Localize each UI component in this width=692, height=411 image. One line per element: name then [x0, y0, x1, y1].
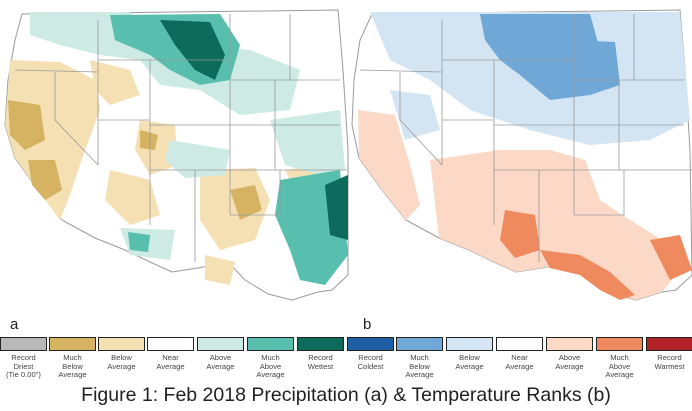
legend-label: Record — [358, 353, 383, 362]
legend-item: Record Wettest — [297, 337, 344, 371]
legend-swatch — [0, 337, 47, 351]
legend-label: Average — [455, 361, 484, 371]
legend-swatch — [496, 337, 543, 351]
legend-label: Average — [505, 361, 534, 371]
legend-item: Near Average — [147, 337, 194, 371]
legend-label: Average — [206, 361, 235, 371]
much-below-average-regions — [480, 14, 620, 100]
legend-label: Record — [308, 353, 333, 362]
legend-label: Near — [511, 353, 528, 362]
much-above-average-regions — [500, 210, 692, 300]
legend-label: Below — [62, 361, 83, 371]
legend-label: Below — [111, 353, 132, 362]
legend-item: Near Average — [496, 337, 543, 371]
legend-swatch — [396, 337, 443, 351]
legend-swatch — [596, 337, 643, 351]
legend-item: Above Average — [197, 337, 244, 371]
legend-label: Coldest — [357, 361, 384, 371]
legend-label: Average — [405, 370, 434, 380]
panel-b-label: b — [363, 316, 372, 333]
precipitation-map-svg — [4, 9, 349, 301]
legend-label: Driest — [13, 361, 34, 371]
legend-label: Warmest — [654, 361, 685, 371]
figure-caption: Figure 1: Feb 2018 Precipitation (a) & T… — [81, 384, 611, 406]
legend-swatch — [347, 337, 394, 351]
legend-label: Average — [156, 361, 185, 371]
legend-item: Much Below Average — [49, 337, 96, 380]
legend-item: Below Average — [98, 337, 145, 371]
legend-label: Above — [558, 353, 581, 362]
temperature-map — [350, 0, 692, 335]
legend-swatch — [147, 337, 194, 351]
legend-item: Record Coldest — [347, 337, 394, 371]
legend-item: Much Below Average — [396, 337, 443, 380]
legend-swatch — [546, 337, 593, 351]
legend-swatch — [98, 337, 145, 351]
legend-label: Record — [11, 353, 36, 362]
legend-item: Record Driest (Tie 0.00") — [0, 337, 47, 380]
temperature-map-svg — [351, 9, 692, 301]
above-average-regions — [358, 110, 680, 300]
legend-item: Below Average — [446, 337, 493, 371]
legend-item: Record Warmest — [646, 337, 692, 371]
legend-label: Much — [63, 353, 82, 362]
legend-label: Near — [162, 353, 179, 362]
legend-label: Below — [459, 353, 480, 362]
state-borders — [359, 14, 692, 262]
precipitation-map — [0, 0, 350, 335]
legend-item: Much Above Average — [247, 337, 294, 380]
legend-label: Average — [605, 370, 634, 380]
legend-label: Wettest — [307, 361, 334, 371]
legend-label: Above — [608, 361, 631, 371]
legend-label: Average — [555, 361, 584, 371]
legend-item: Much Above Average — [596, 337, 643, 380]
legend-label: (Tie 0.00") — [6, 370, 41, 380]
legend-label: Average — [256, 370, 285, 380]
legend-swatch — [297, 337, 344, 351]
legend-label: Average — [58, 370, 87, 380]
legend-label: Much — [410, 353, 429, 362]
legend-label: Much — [261, 353, 280, 362]
legend-label: Above — [209, 353, 232, 362]
legend-label: Below — [409, 361, 430, 371]
legend-item: Above Average — [546, 337, 593, 371]
legend: Record Driest (Tie 0.00") Much Below Average B… — [0, 337, 692, 387]
state-borders — [14, 14, 348, 262]
panel-a-label: a — [10, 316, 19, 333]
legend-swatch — [197, 337, 244, 351]
legend-swatch — [49, 337, 96, 351]
legend-label: Record — [657, 353, 682, 362]
legend-swatch — [646, 337, 692, 351]
legend-label: Average — [107, 361, 136, 371]
legend-swatch — [446, 337, 493, 351]
legend-label: Above — [259, 361, 282, 371]
legend-swatch — [247, 337, 294, 351]
record-wettest-regions — [160, 20, 348, 240]
legend-label: Much — [610, 353, 629, 362]
much-below-average-regions — [8, 100, 262, 220]
